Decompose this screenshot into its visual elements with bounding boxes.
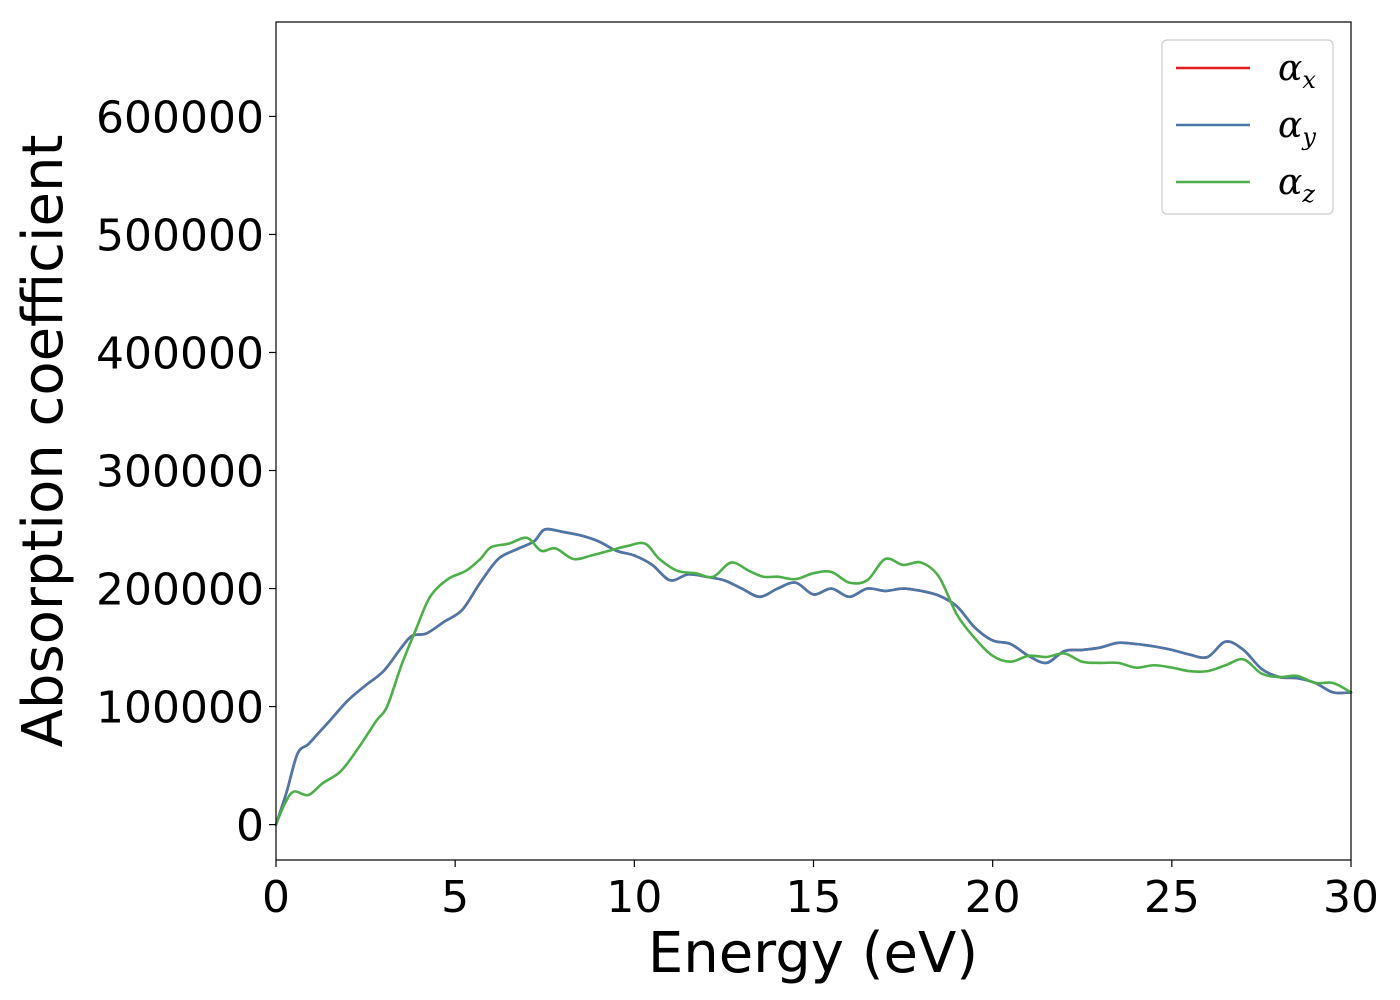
x-tick-label: 20 (965, 872, 1021, 923)
x-tick-label: 10 (606, 872, 662, 923)
x-axis-title: Energy (eV) (648, 921, 978, 986)
x-tick-label: 25 (1144, 872, 1200, 923)
legend-label-base: α (1278, 162, 1302, 203)
series-line-y (274, 527, 1353, 826)
y-tick-label: 600000 (96, 92, 264, 143)
x-tick-label: 5 (441, 872, 469, 923)
legend-label-base: α (1278, 105, 1302, 146)
x-tick-label: 15 (786, 872, 842, 923)
legend-label-x: αx (1278, 48, 1316, 94)
legend-label-subscript: x (1302, 66, 1316, 94)
y-tick-label: 400000 (96, 328, 264, 379)
x-axis: 0 5 10 15 20 25 30 (262, 860, 1379, 923)
legend-label-z: αz (1278, 162, 1315, 208)
x-tick-label: 0 (262, 872, 290, 923)
y-axis-title: Absorption coefficient (11, 135, 76, 748)
y-tick-label: 200000 (96, 565, 264, 616)
legend-label-base: α (1278, 48, 1302, 89)
series-line-z (274, 536, 1353, 826)
y-tick-label: 0 (236, 801, 264, 852)
x-tick-label: 30 (1323, 872, 1379, 923)
legend-box (1161, 39, 1334, 215)
legend-label-subscript: y (1301, 123, 1316, 151)
y-axis: 0 100000 200000 300000 400000 500000 600000 (96, 92, 276, 852)
y-tick-label: 100000 (96, 683, 264, 734)
series-layer (274, 527, 1353, 826)
legend-label-y: αy (1278, 105, 1316, 151)
y-tick-label: 300000 (96, 447, 264, 498)
y-tick-label: 500000 (96, 210, 264, 261)
legend-label-subscript: z (1301, 180, 1315, 208)
